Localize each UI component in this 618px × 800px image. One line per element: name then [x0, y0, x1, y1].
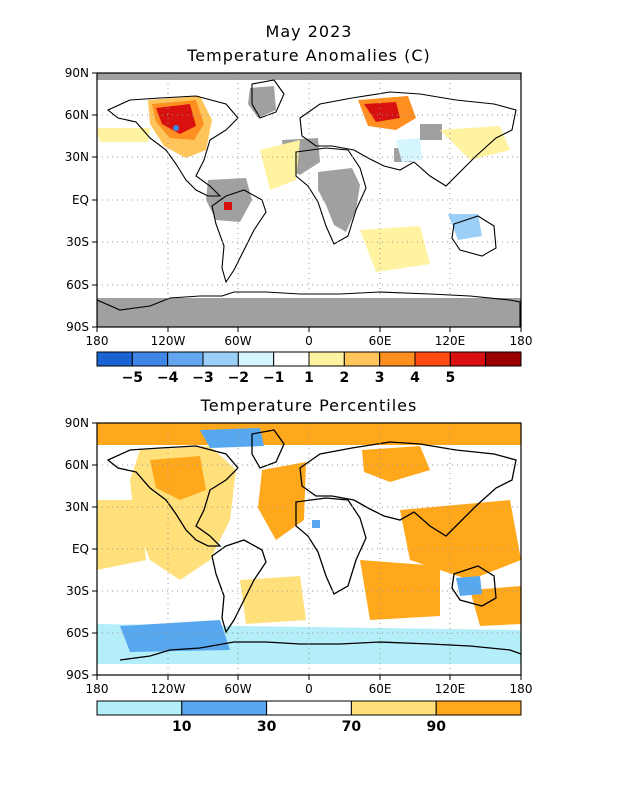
anomaly-colorbar-swatch [308, 351, 345, 367]
percentile-lon-tick: 60E [369, 682, 392, 696]
anomaly-lat-tick: 60N [65, 108, 89, 122]
percentile-colorbar-swatch [435, 700, 522, 716]
anomaly-colorbar-swatch [414, 351, 451, 367]
percentile-colorbar-swatch [350, 700, 437, 716]
anomaly-colorbar-label: −2 [228, 370, 249, 386]
anomaly-gridlines [97, 73, 521, 327]
bottom-map-title: Temperature Percentiles [200, 396, 418, 415]
anomaly-lat-tick: EQ [72, 193, 89, 207]
anomaly-nodata-southamerica [206, 178, 252, 222]
percentile-africa-cold [312, 520, 320, 528]
percentile-lat-tick: EQ [72, 542, 89, 556]
percentile-indian-hot [360, 560, 440, 620]
anomaly-warm-atlantic [260, 140, 300, 190]
percentile-map-ticks [92, 422, 522, 680]
anomaly-cool-australia [448, 214, 482, 240]
anomaly-colorbar-label: 5 [445, 370, 455, 386]
anomaly-warm-na-core [156, 104, 196, 134]
anomaly-nodata-arctic [97, 73, 521, 80]
anomaly-cool-asia [396, 138, 422, 162]
percentile-gridlines [97, 423, 521, 675]
anomaly-cool-spot [173, 125, 179, 131]
anomaly-lon-tick: 180 [510, 334, 533, 348]
anomaly-lon-tick: 120W [151, 334, 186, 348]
percentile-colorbar-swatch [96, 700, 183, 716]
percentile-tasman-hot [470, 586, 521, 626]
percentile-coastlines [106, 429, 521, 661]
anomaly-lon-tick: 60E [369, 334, 392, 348]
percentile-colorbar-swatch [181, 700, 268, 716]
anomaly-nodata-africa [318, 168, 360, 232]
top-map-title: Temperature Anomalies (C) [187, 46, 431, 65]
anomaly-colorbar-label: −3 [192, 370, 213, 386]
percentile-lat-tick: 60N [65, 458, 89, 472]
anomaly-warm-nwpacific [440, 126, 510, 160]
anomaly-lat-tick: 90S [66, 320, 89, 334]
anomaly-lon-tick: 120E [435, 334, 466, 348]
percentile-na-hot [150, 456, 206, 500]
anomaly-colorbar-label: 4 [410, 370, 420, 386]
percentile-colorbar: 10 30 70 90 [96, 700, 522, 735]
anomaly-colorbar: −5 −4 −3 −2 −1 1 2 3 4 5 [96, 351, 522, 386]
percentile-lat-tick: 30S [66, 584, 89, 598]
percentile-lat-tick: 30N [65, 500, 89, 514]
percentile-colorbar-label: 90 [426, 719, 446, 735]
percentile-lon-tick: 120W [151, 682, 186, 696]
percentile-arctic-cold [200, 428, 264, 448]
percentile-lon-tick: 60W [224, 682, 251, 696]
anomaly-colorbar-swatch [237, 351, 275, 367]
percentile-southern-ocean-cold [120, 620, 230, 652]
anomaly-colorbar-swatch [96, 351, 133, 367]
anomaly-lon-tick: 180 [86, 334, 109, 348]
anomaly-colorbar-swatch [485, 351, 522, 367]
percentile-lat-tick: 90S [66, 668, 89, 682]
percentile-pacific-warm [97, 500, 146, 570]
percentile-satlantic-warm [240, 576, 306, 624]
percentile-lon-tick: 0 [305, 682, 313, 696]
anomaly-map: 180 120W 60W 0 60E 120E 180 90N 60N 30N … [65, 66, 533, 348]
percentile-australia-cold [456, 576, 482, 596]
anomaly-lon-tick: 0 [305, 334, 313, 348]
anomaly-colorbar-swatch [167, 351, 204, 367]
anomaly-lat-tick: 60S [66, 278, 89, 292]
anomaly-nodata-asia [420, 124, 442, 140]
anomaly-lat-tick: 30S [66, 235, 89, 249]
anomaly-colorbar-label: −5 [122, 370, 143, 386]
anomaly-lat-tick: 90N [65, 66, 89, 80]
anomaly-map-ticks [92, 72, 522, 332]
anomaly-colorbar-label: −1 [263, 370, 284, 386]
percentile-colorbar-label: 30 [257, 719, 277, 735]
percentile-indopacific-hot [400, 500, 521, 580]
percentile-lat-tick: 90N [65, 416, 89, 430]
anomaly-warm-europe-core [364, 102, 400, 122]
percentile-colorbar-label: 10 [172, 719, 192, 735]
percentile-colorbar-swatch [266, 700, 352, 716]
anomaly-nodata-antarctica [97, 298, 521, 327]
percentile-colorbar-label: 70 [342, 719, 362, 735]
anomaly-colorbar-swatch [343, 351, 381, 367]
percentile-europe-hot [362, 446, 430, 482]
anomaly-colorbar-label: 3 [375, 370, 385, 386]
percentile-lon-tick: 180 [86, 682, 109, 696]
anomaly-lat-tick: 30N [65, 150, 89, 164]
anomaly-lon-tick: 60W [224, 334, 251, 348]
percentile-map: 180 120W 60W 0 60E 120E 180 90N 60N 30N … [65, 416, 533, 696]
anomaly-warm-indian [360, 226, 430, 272]
anomaly-colorbar-swatch [273, 351, 310, 367]
anomaly-colorbar-swatch [131, 351, 169, 367]
anomaly-warm-brazil [224, 202, 232, 210]
anomaly-colorbar-label: −4 [157, 370, 179, 386]
anomaly-colorbar-label: 2 [339, 370, 349, 386]
anomaly-colorbar-swatch [379, 351, 416, 367]
percentile-lon-tick: 180 [510, 682, 533, 696]
figure-title: May 2023 [265, 22, 353, 41]
anomaly-colorbar-swatch [449, 351, 487, 367]
anomaly-colorbar-swatch [202, 351, 239, 367]
percentile-lon-tick: 120E [435, 682, 466, 696]
anomaly-warm-pacific [97, 128, 150, 142]
percentile-atlantic-hot [258, 462, 306, 540]
percentile-lat-tick: 60S [66, 626, 89, 640]
anomaly-colorbar-label: 1 [304, 370, 314, 386]
